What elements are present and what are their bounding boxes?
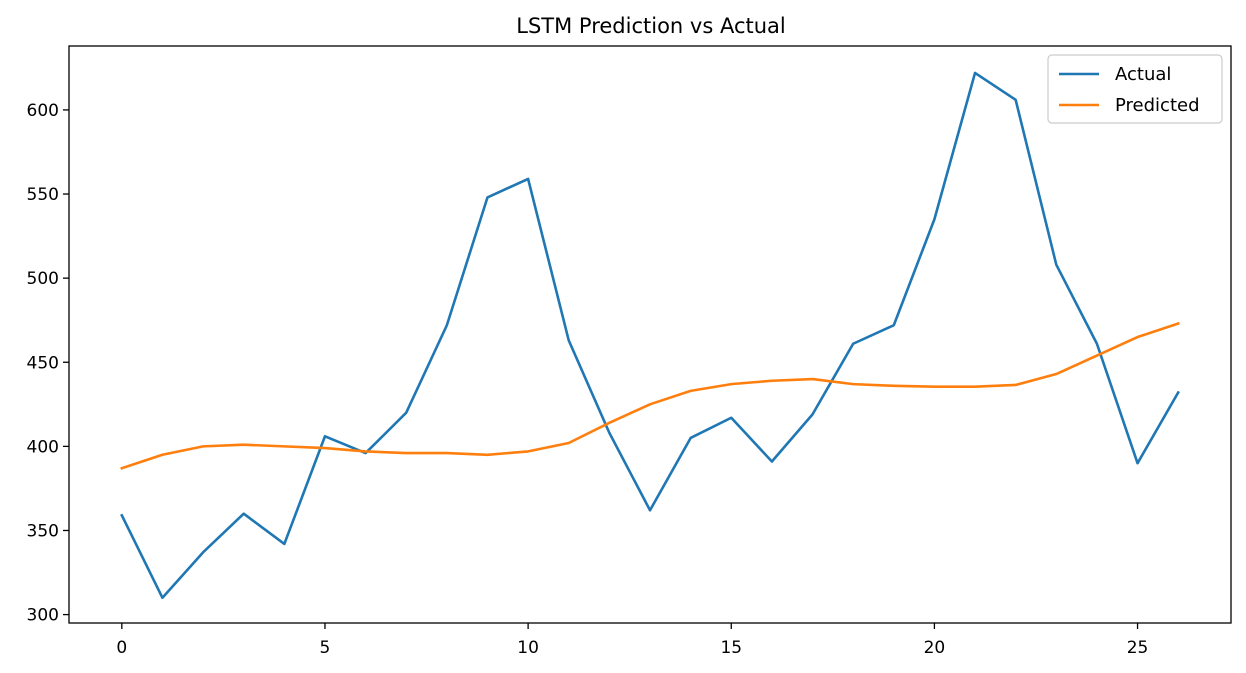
y-tick-label: 500 (27, 269, 59, 289)
x-tick-label: 20 (924, 638, 946, 658)
legend: Actual Predicted (1047, 54, 1223, 124)
legend-label-actual: Actual (1115, 64, 1171, 85)
plot-area (120, 71, 1180, 600)
chart-title: LSTM Prediction vs Actual (516, 14, 785, 38)
x-tick-label: 10 (517, 638, 539, 658)
x-tick-label: 0 (116, 638, 127, 658)
legend-label-predicted: Predicted (1115, 95, 1200, 116)
x-tick-label: 5 (320, 638, 331, 658)
y-tick-label: 550 (27, 185, 59, 205)
series-line-actual (120, 71, 1180, 600)
y-tick-label: 300 (27, 606, 59, 626)
y-tick-label: 400 (27, 437, 59, 457)
axes: 0 5 10 15 20 25 300 350 400 450 500 550 600 (27, 45, 1232, 658)
x-tick-label: 15 (720, 638, 742, 658)
series-line-predicted (120, 321, 1180, 470)
x-tick-label: 25 (1127, 638, 1149, 658)
y-tick-label: 450 (27, 353, 59, 373)
y-tick-label: 600 (27, 101, 59, 121)
axes-frame (68, 45, 1232, 624)
y-tick-label: 350 (27, 521, 59, 541)
